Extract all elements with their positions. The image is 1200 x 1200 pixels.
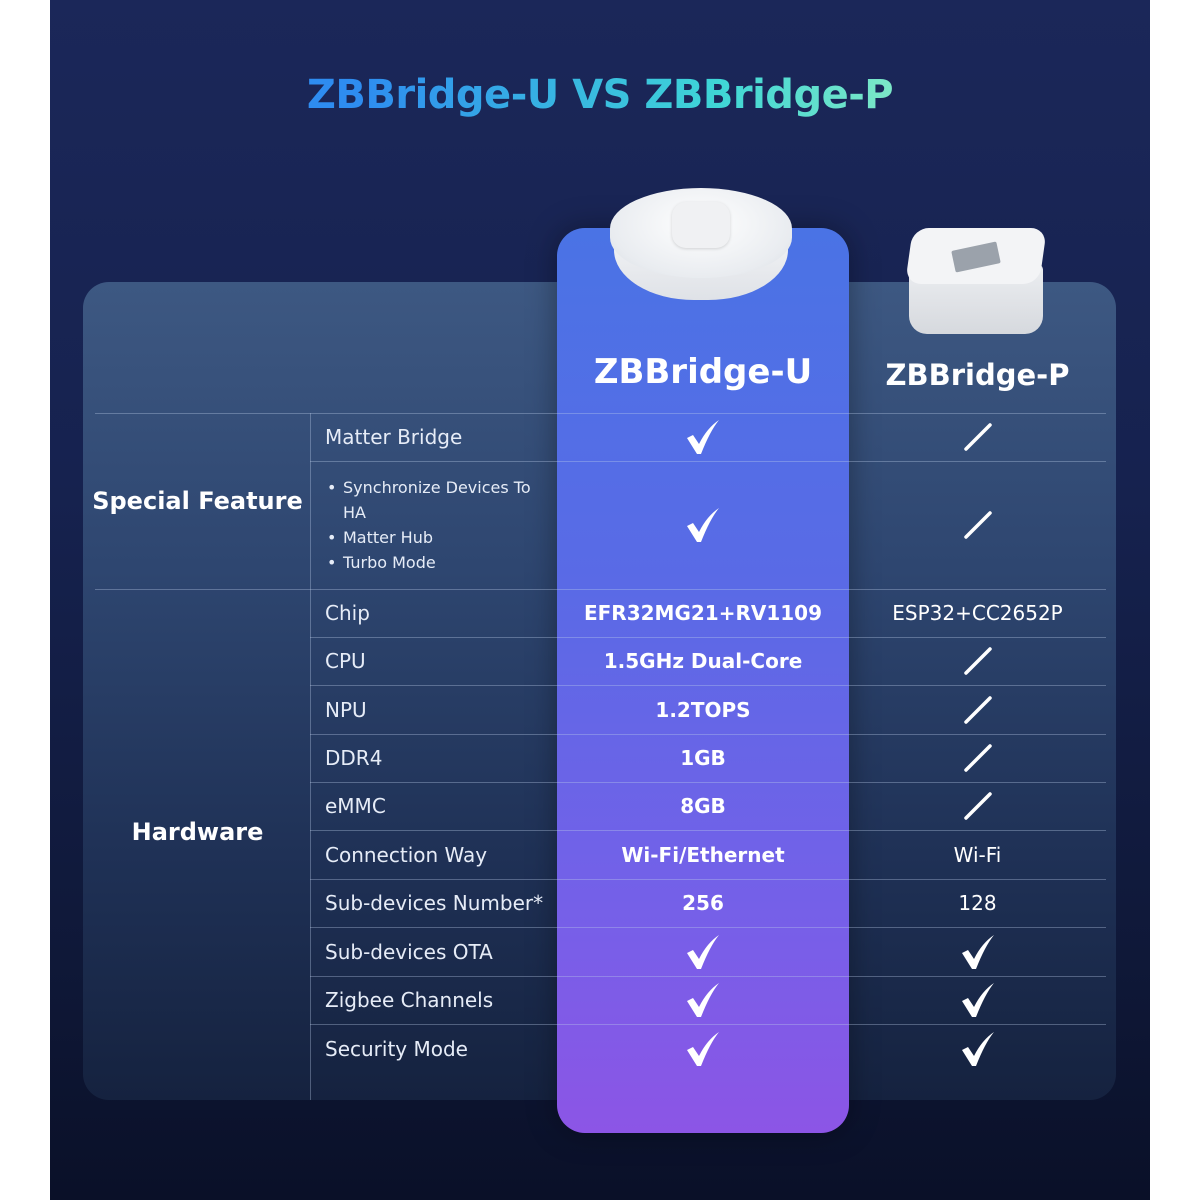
value-cell-zbbridge-p [849, 637, 1106, 685]
check-icon [687, 1032, 719, 1066]
check-icon [961, 983, 994, 1017]
row-divider [310, 461, 1106, 462]
value-cell-zbbridge-u: 1.2TOPS [557, 685, 849, 734]
row-divider [310, 879, 1106, 880]
feature-label: Sub-devices OTA [325, 939, 493, 964]
feature-bullet: Matter Hub [325, 525, 555, 550]
zbbridge-p-device-image [905, 228, 1047, 336]
row-divider [310, 1024, 1106, 1025]
zbbridge-u-device-image [610, 188, 792, 302]
value-text: 128 [958, 891, 997, 915]
feature-label: Chip [325, 601, 370, 625]
value-text: Wi-Fi/Ethernet [621, 842, 785, 867]
value-cell-zbbridge-p [849, 1024, 1106, 1074]
row-divider [310, 927, 1106, 928]
value-cell-zbbridge-u [557, 927, 849, 976]
row-divider [310, 637, 1106, 638]
value-cell-zbbridge-u: EFR32MG21+RV1109 [557, 589, 849, 637]
row-divider [310, 976, 1106, 977]
value-text: 1.2TOPS [655, 697, 751, 722]
value-cell-zbbridge-u [557, 413, 849, 461]
feature-label: Zigbee Channels [325, 988, 494, 1012]
feature-label: Sub-devices Number* [325, 891, 544, 915]
value-cell-zbbridge-p [849, 927, 1106, 976]
dash-icon [963, 792, 992, 820]
feature-label: NPU [325, 697, 367, 722]
feature-bullet: Turbo Mode [325, 550, 555, 575]
row-divider [310, 734, 1106, 735]
value-text: EFR32MG21+RV1109 [583, 601, 822, 625]
value-cell-zbbridge-p [849, 685, 1106, 734]
value-text: 1GB [680, 746, 726, 770]
feature-label: CPU [325, 649, 366, 673]
value-text: ESP32+CC2652P [892, 601, 1063, 625]
value-text: 1.5GHz Dual-Core [603, 649, 803, 673]
column-header-zbbridge-p: ZBBridge-P [885, 358, 1070, 392]
value-text: 8GB [680, 794, 726, 818]
value-cell-zbbridge-p [849, 782, 1106, 830]
category-hardware: Hardware [131, 817, 264, 846]
feature-label: eMMC [325, 794, 386, 818]
value-cell-zbbridge-u: 1.5GHz Dual-Core [557, 637, 849, 685]
dash-icon [963, 647, 992, 675]
dash-icon [963, 511, 992, 539]
row-divider [310, 830, 1106, 831]
value-cell-zbbridge-p: Wi-Fi [849, 830, 1106, 879]
highlight-column-zbbridge-u [557, 228, 849, 1133]
feature-bullet: Synchronize Devices To HA [325, 475, 555, 525]
column-header-zbbridge-u: ZBBridge-U [593, 352, 813, 392]
dash-icon [963, 695, 992, 724]
row-divider [95, 413, 1106, 414]
feature-label: Synchronize Devices To HAMatter HubTurbo… [325, 461, 555, 589]
value-cell-zbbridge-p [849, 461, 1106, 589]
column-divider [310, 413, 311, 1100]
value-cell-zbbridge-u [557, 976, 849, 1024]
feature-label: Matter Bridge [325, 425, 463, 449]
category-special-feature: Special Feature [92, 487, 303, 515]
check-icon [961, 1032, 994, 1066]
value-cell-zbbridge-u [557, 1024, 849, 1074]
feature-label: Connection Way [325, 842, 488, 867]
value-cell-zbbridge-u: 256 [557, 879, 849, 927]
row-divider [95, 589, 1106, 590]
row-divider [310, 782, 1106, 783]
value-text: Wi-Fi [953, 842, 1002, 867]
row-divider [310, 685, 1106, 686]
dash-icon [963, 744, 992, 772]
check-icon [687, 934, 719, 969]
value-cell-zbbridge-p: ESP32+CC2652P [849, 589, 1106, 637]
value-cell-zbbridge-u: 1GB [557, 734, 849, 782]
feature-label: Security Mode [325, 1037, 468, 1061]
feature-label: DDR4 [325, 746, 383, 770]
value-cell-zbbridge-u: Wi-Fi/Ethernet [557, 830, 849, 879]
dash-icon [963, 423, 992, 451]
value-cell-zbbridge-p [849, 976, 1106, 1024]
check-icon [687, 508, 719, 542]
page-title: ZBBridge-U VS ZBBridge-P [0, 72, 1200, 118]
check-icon [687, 983, 719, 1017]
value-cell-zbbridge-u: 8GB [557, 782, 849, 830]
check-icon [687, 420, 719, 454]
value-text: 256 [682, 891, 724, 915]
value-cell-zbbridge-p: 128 [849, 879, 1106, 927]
value-cell-zbbridge-u [557, 461, 849, 589]
value-cell-zbbridge-p [849, 413, 1106, 461]
check-icon [961, 934, 994, 969]
value-cell-zbbridge-p [849, 734, 1106, 782]
